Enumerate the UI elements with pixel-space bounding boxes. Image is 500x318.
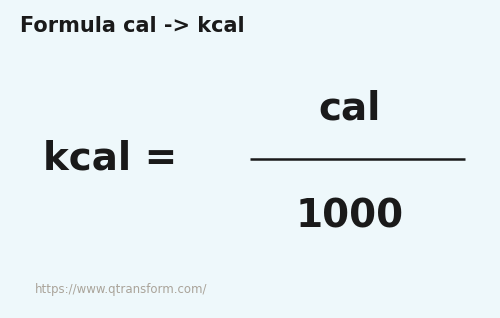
Text: cal: cal [319, 89, 381, 127]
Text: kcal =: kcal = [43, 140, 177, 178]
Text: https://www.qtransform.com/: https://www.qtransform.com/ [35, 283, 208, 296]
Text: 1000: 1000 [296, 197, 404, 235]
Text: Formula cal -> kcal: Formula cal -> kcal [20, 16, 244, 36]
